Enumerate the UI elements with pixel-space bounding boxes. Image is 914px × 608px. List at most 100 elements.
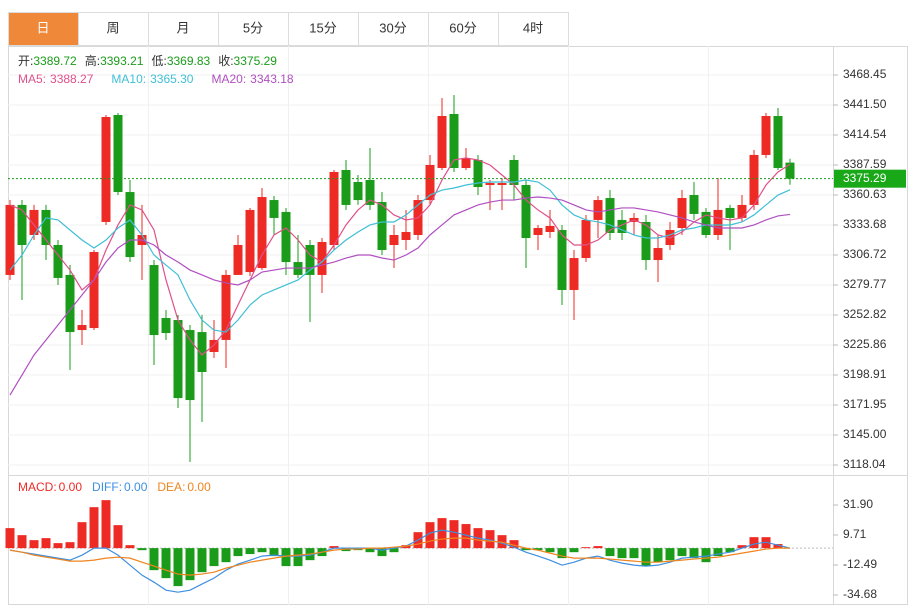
- y-tick-label: 3360.63: [843, 187, 887, 201]
- candle-body: [317, 242, 327, 275]
- candle-body: [269, 200, 279, 218]
- candle-body: [617, 219, 627, 233]
- candle-body: [605, 198, 615, 233]
- ohlc-value: 3389.72: [33, 54, 77, 68]
- tab-label[interactable]: 30分: [379, 20, 406, 35]
- macd-value: 0.00: [187, 480, 211, 494]
- candle-body: [509, 159, 519, 186]
- tab[interactable]: [78, 12, 149, 46]
- macd-bar: [137, 548, 147, 551]
- ma-name: MA10:: [111, 72, 146, 86]
- tab[interactable]: [8, 12, 79, 46]
- macd-bar: [557, 548, 567, 559]
- y-tick-label: 3468.45: [843, 67, 887, 81]
- candle-body: [197, 332, 207, 373]
- candle-body: [641, 221, 651, 261]
- macd-bar: [425, 522, 435, 549]
- ma-value: 3388.27: [50, 72, 94, 86]
- ohlc-name: 高:: [85, 53, 100, 68]
- macd-bar: [77, 522, 87, 549]
- macd-bar: [509, 540, 519, 549]
- macd-bar: [689, 548, 699, 559]
- macd-bar: [209, 548, 219, 567]
- candle-body: [545, 225, 555, 232]
- candle-body: [377, 202, 387, 251]
- macd-bar: [773, 544, 783, 549]
- tab[interactable]: [288, 12, 359, 46]
- tab-label[interactable]: 15分: [309, 20, 336, 35]
- macd-bar: [545, 548, 555, 553]
- ohlc-value: 3393.21: [100, 54, 144, 68]
- candle-body: [401, 231, 411, 240]
- ohlc-readout: 开:3389.72 高:3393.21 低:3369.83 收:3375.29: [18, 53, 277, 68]
- macd-bar: [269, 548, 279, 557]
- macd-bar: [185, 548, 195, 581]
- y-tick-label: 3414.54: [843, 127, 887, 141]
- candle-body: [725, 207, 735, 218]
- macd-name: DEA:: [157, 480, 185, 494]
- macd-bar: [605, 548, 615, 557]
- y-tick-label: 3252.82: [843, 307, 887, 321]
- candle-body: [89, 252, 99, 329]
- candle-body: [221, 274, 231, 340]
- candle-body: [677, 198, 687, 228]
- macd-bar: [41, 538, 51, 549]
- tab-label[interactable]: 60分: [449, 20, 476, 35]
- macd-bar: [329, 546, 339, 549]
- macd-bar: [749, 537, 759, 549]
- candle-body: [581, 219, 591, 259]
- macd-bar: [161, 548, 171, 579]
- candle-body: [425, 164, 435, 201]
- current-price-label: 3375.29: [843, 171, 887, 185]
- candle-body: [149, 265, 159, 336]
- macd-bar: [101, 500, 111, 549]
- candle-body: [773, 116, 783, 168]
- candle-body: [329, 171, 339, 246]
- candle-body: [65, 274, 75, 333]
- candle-body: [101, 117, 111, 222]
- macd-bar: [737, 545, 747, 549]
- y-tick-label: 9.71: [843, 527, 867, 541]
- macd-bar: [389, 548, 399, 553]
- current-price-box: [834, 169, 906, 188]
- ma-name: MA20:: [211, 72, 246, 86]
- y-tick-label: 3333.68: [843, 217, 887, 231]
- macd-bar: [377, 548, 387, 557]
- ma-line: [9, 196, 791, 396]
- candle-body: [245, 209, 255, 273]
- ma-value: 3343.18: [250, 72, 294, 86]
- candle-body: [41, 209, 51, 246]
- candle-body: [437, 116, 447, 168]
- candle-body: [473, 159, 483, 188]
- macd-bar: [521, 548, 531, 551]
- y-tick-label: 3306.72: [843, 247, 887, 261]
- tab[interactable]: [148, 12, 219, 46]
- candle-body: [593, 200, 603, 220]
- macd-readout: MACD: 0.00 DIFF: 0.00 DEA: 0.00: [18, 480, 211, 494]
- tab-label[interactable]: 周: [106, 20, 119, 35]
- candle-body: [485, 183, 495, 186]
- tab-label[interactable]: 4时: [523, 20, 543, 35]
- y-tick-label: 3118.04: [843, 457, 886, 471]
- y-tick-label: 3225.86: [843, 337, 887, 351]
- tab[interactable]: [498, 12, 569, 46]
- tab-label[interactable]: 月: [176, 20, 189, 35]
- candle-body: [749, 154, 759, 205]
- candle-body: [461, 157, 471, 168]
- candle-body: [281, 211, 291, 263]
- candle-body: [557, 229, 567, 290]
- macd-bar: [701, 548, 711, 563]
- macd-bar: [581, 547, 591, 549]
- candle-body: [53, 245, 63, 278]
- ma-value: 3365.30: [150, 72, 194, 86]
- candle-body: [449, 114, 459, 168]
- macd-bar: [233, 548, 243, 557]
- tab-label[interactable]: 5分: [243, 20, 263, 35]
- candle-body: [161, 318, 171, 334]
- ma-line: [9, 157, 791, 356]
- tab-label[interactable]: 日: [36, 20, 49, 35]
- candle-body: [533, 227, 543, 235]
- ma-readout: MA5: 3388.27 MA10: 3365.30 MA20: 3343.18: [18, 72, 294, 86]
- candle-body: [17, 204, 27, 246]
